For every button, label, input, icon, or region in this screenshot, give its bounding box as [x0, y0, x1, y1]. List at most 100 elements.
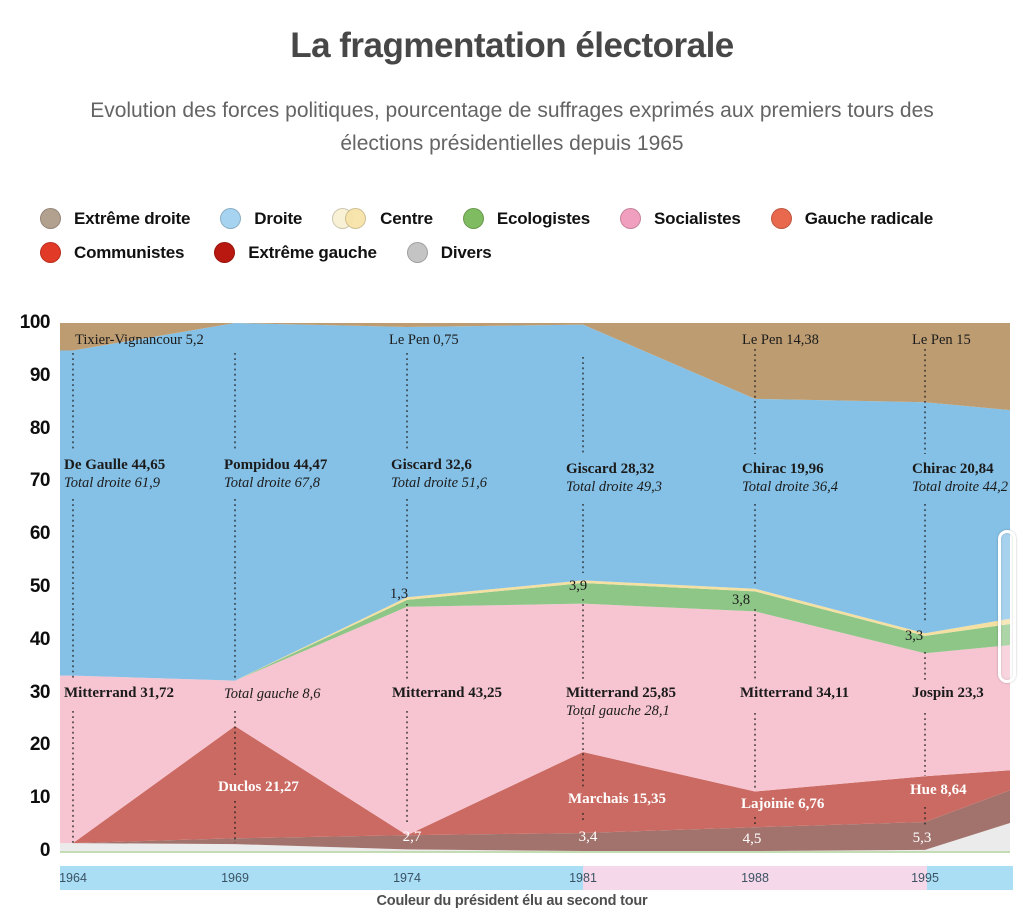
- y-axis-tick-label: 10: [29, 787, 51, 809]
- stacked-area-chart: [60, 323, 1010, 851]
- chart-annotation-line: 3,3: [904, 628, 924, 644]
- chart-annotation-line: 3,8: [731, 592, 751, 608]
- chart-annotation: Mitterrand 25,85 Total gauche 28,1: [566, 684, 676, 720]
- chart-annotation-line: Marchais 15,35: [568, 791, 667, 807]
- chart-annotation-line: Total droite 61,9: [64, 475, 161, 491]
- chart-annotation: 2,7: [403, 828, 422, 846]
- legend-row: Extrême droite Droite Centre Ecologistes Soc…: [40, 208, 933, 229]
- chart-annotation: Mitterrand 31,72: [64, 684, 174, 702]
- legend-item: Extrême droite: [40, 208, 190, 229]
- chart-annotation-line: Pompidou 44,47: [224, 457, 328, 473]
- chart-plot-area: Tixier-Vignancour 5,2 Le Pen 0,75 Le Pen 1…: [60, 323, 1010, 853]
- legend-color-dot: [620, 208, 642, 229]
- chart-annotation-line: 3,4: [578, 829, 598, 845]
- legend-item: Gauche radicale: [770, 208, 933, 229]
- chart-annotation-line: Mitterrand 34,11: [740, 685, 850, 701]
- chart-annotation: 3,4: [579, 828, 598, 846]
- legend-item: Communistes: [40, 242, 184, 263]
- legend-color-dot: [462, 208, 484, 229]
- legend-color-dot: [220, 208, 242, 229]
- chart-annotation: Total gauche 8,6: [224, 685, 321, 703]
- legend-color-dot: [406, 242, 428, 263]
- chart-annotation: 1,3: [390, 585, 408, 603]
- chart-annotation-line: Total gauche 28,1: [566, 703, 670, 719]
- chart-annotation-line: 2,7: [402, 829, 422, 845]
- chart-annotation-line: 5,3: [912, 830, 932, 846]
- chart-annotation-line: Total droite 49,3: [566, 479, 663, 495]
- chart-annotation: Pompidou 44,47 Total droite 67,8: [224, 456, 327, 492]
- legend-color-dot: [770, 208, 792, 229]
- chart-annotation: Giscard 28,32 Total droite 49,3: [566, 460, 662, 496]
- vertical-scrollbar-thumb[interactable]: [998, 530, 1016, 683]
- y-axis-tick-label: 30: [29, 681, 51, 703]
- legend: Extrême droite Droite Centre Ecologistes Soc…: [40, 208, 933, 263]
- chart-annotation: Giscard 32,6 Total droite 51,6: [391, 456, 487, 492]
- chart-annotation-line: Mitterrand 43,25: [392, 685, 502, 701]
- y-axis-tick-label: 70: [29, 470, 51, 492]
- legend-row: Communistes Extrême gauche Divers: [40, 242, 933, 263]
- chart-annotation-line: Mitterrand 31,72: [64, 685, 174, 701]
- timeline-caption: Couleur du président élu au second tour: [376, 893, 648, 909]
- chart-annotation-line: Total droite 67,8: [224, 475, 321, 491]
- chart-annotation: Lajoinie 6,76: [741, 795, 824, 813]
- chart-annotation-line: Chirac 19,96: [742, 461, 824, 477]
- legend-color-dot: [40, 242, 61, 263]
- chart-annotation-line: 3,9: [568, 578, 588, 594]
- chart-annotation: De Gaulle 44,65 Total droite 61,9: [64, 456, 165, 492]
- legend-item: Socialistes: [620, 208, 741, 229]
- chart-annotation: 4,5: [743, 830, 762, 848]
- chart-annotation-line: Giscard 28,32: [566, 461, 655, 477]
- chart-annotation-line: Le Pen 0,75: [389, 332, 459, 348]
- chart-annotation: 3,3: [905, 627, 923, 645]
- timeline-year-label: 1981: [569, 871, 597, 885]
- chart-annotation: 3,8: [732, 591, 750, 609]
- chart-annotation: Le Pen 14,38: [742, 331, 819, 349]
- legend-color-dot: [345, 208, 367, 229]
- chart-annotation: Mitterrand 43,25: [392, 684, 502, 702]
- chart-annotation-line: Jospin 23,3: [912, 685, 984, 701]
- chart-annotation-line: Total gauche 8,6: [224, 686, 321, 702]
- y-axis-tick-label: 80: [29, 417, 51, 439]
- chart-annotation-line: Lajoinie 6,76: [741, 796, 825, 812]
- chart-annotation-line: Le Pen 14,38: [742, 332, 819, 348]
- chart-annotation-line: Le Pen 15: [912, 332, 971, 348]
- y-axis-tick-label: 100: [19, 312, 51, 333]
- legend-item-label: Ecologistes: [496, 208, 591, 228]
- chart-annotation: Chirac 20,84 Total droite 44,2: [912, 460, 1008, 496]
- chart-annotation: Mitterrand 34,11: [740, 684, 849, 702]
- legend-item-label: Communistes: [74, 242, 185, 262]
- y-axis-tick-label: 20: [29, 734, 51, 756]
- page-title: La fragmentation électorale: [290, 26, 734, 65]
- chart-annotation-line: 1,3: [389, 586, 409, 602]
- chart-annotation: Jospin 23,3: [912, 684, 984, 702]
- chart-annotation: Duclos 21,27: [218, 778, 299, 796]
- y-axis-tick-label: 50: [29, 576, 51, 597]
- chart-annotation: Le Pen 0,75: [389, 331, 459, 349]
- legend-item-label: Socialistes: [654, 208, 741, 228]
- legend-color-dot: [214, 242, 236, 263]
- y-axis-tick-label: 90: [29, 364, 51, 386]
- chart-annotation-line: Duclos 21,27: [218, 779, 299, 795]
- chart-annotation: Chirac 19,96 Total droite 36,4: [742, 460, 838, 496]
- chart-annotation-line: 4,5: [742, 831, 762, 847]
- timeline-year-label: 1974: [393, 871, 421, 885]
- chart-annotation-line: Hue 8,64: [910, 782, 967, 798]
- timeline-year-label: 1964: [60, 871, 87, 885]
- timeline-segment: [60, 866, 583, 890]
- chart-annotation-line: Total droite 36,4: [742, 479, 839, 495]
- y-axis-tick-label: 40: [29, 628, 51, 650]
- legend-item-label: Centre: [380, 208, 433, 228]
- timeline-year-label: 1969: [221, 871, 249, 885]
- chart-annotation-line: Chirac 20,84: [912, 461, 994, 477]
- legend-item: Ecologistes: [462, 208, 591, 229]
- chart-annotation: Hue 8,64: [910, 781, 967, 799]
- legend-item: Divers: [406, 242, 492, 263]
- chart-annotation: 5,3: [913, 829, 932, 847]
- chart-annotation-line: Total droite 44,2: [912, 479, 1009, 495]
- legend-item: Droite: [220, 208, 302, 229]
- chart-annotation-line: De Gaulle 44,65: [64, 457, 166, 473]
- legend-item-label: Divers: [440, 242, 492, 262]
- legend-item: Centre: [332, 208, 433, 229]
- chart-annotation: Tixier-Vignancour 5,2: [75, 331, 204, 349]
